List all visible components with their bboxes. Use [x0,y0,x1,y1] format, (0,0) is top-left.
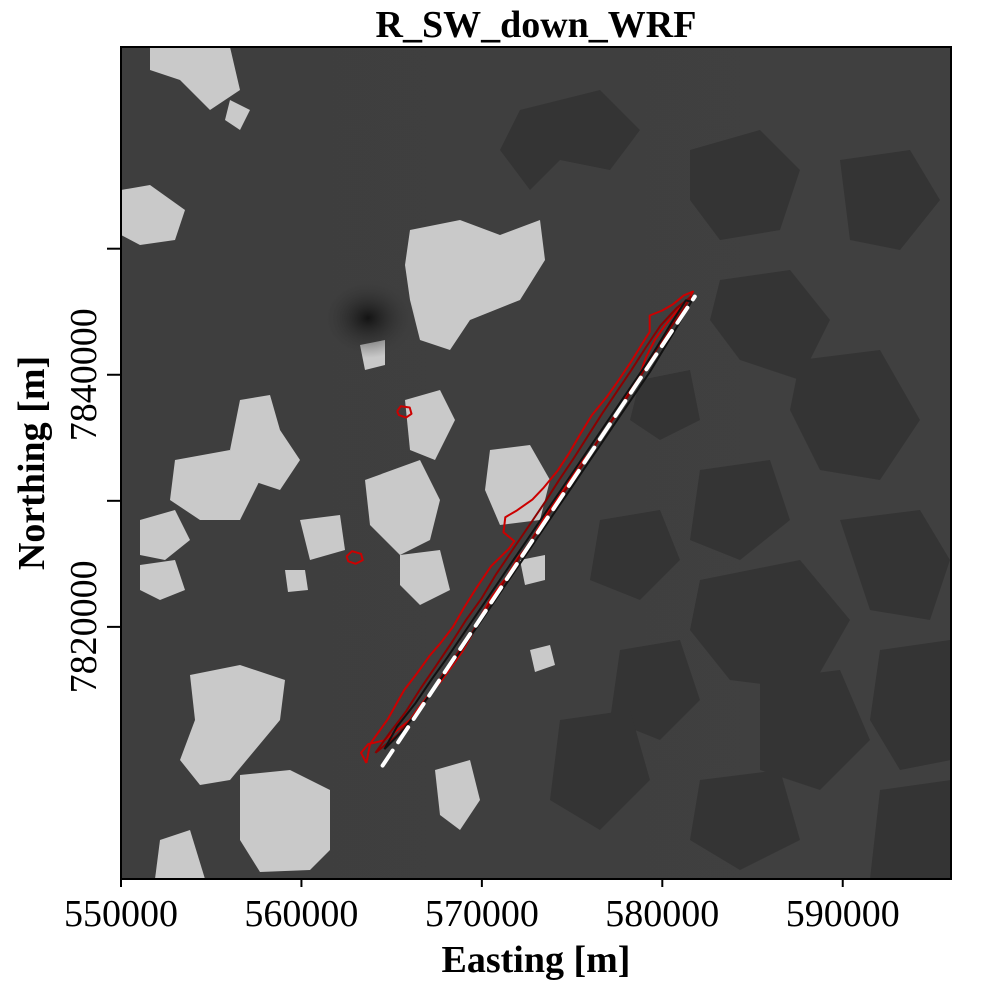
contour-line-red [396,405,413,419]
transect-line [380,294,697,768]
contour-line-dark-red [374,295,693,754]
x-tick-label: 580000 [605,893,719,935]
heatmap-field [121,47,951,879]
x-tick-label: 590000 [786,893,900,935]
heatmap-dark-spot [320,278,416,358]
contour-line-black [383,299,693,750]
transect-layer [380,294,697,768]
y-tick-label: 7840000 [63,308,105,441]
y-tick-label: 7820000 [63,560,105,693]
contour-line-red [345,550,364,565]
heatmap-bright-patches [121,47,555,879]
x-axis-label: Easting [m] [442,939,631,981]
y-axis-label: Northing [m] [11,356,53,570]
x-tick-label: 550000 [64,893,178,935]
x-axis: 550000 560000 570000 580000 590000 [64,879,900,935]
x-tick-label: 560000 [244,893,358,935]
x-tick-label: 570000 [425,893,539,935]
contour-layer [345,290,694,764]
heatmap-dark-patches [500,90,951,879]
y-axis: 7820000 7840000 [63,247,121,693]
plot-frame [120,46,952,880]
chart-title: R_SW_down_WRF [376,4,697,46]
